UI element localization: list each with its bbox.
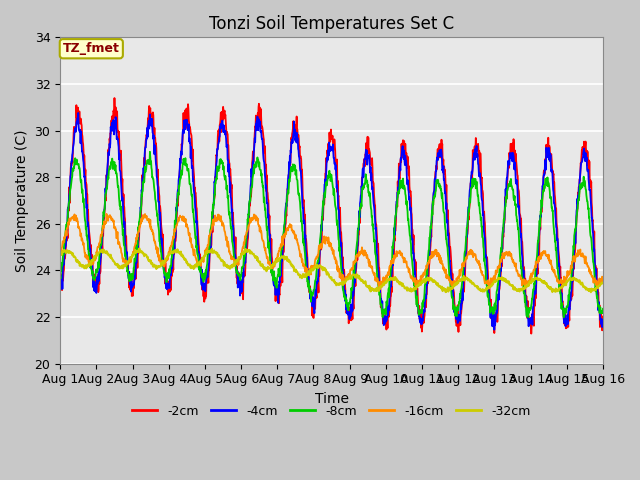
Title: Tonzi Soil Temperatures Set C: Tonzi Soil Temperatures Set C (209, 15, 454, 33)
Y-axis label: Soil Temperature (C): Soil Temperature (C) (15, 129, 29, 272)
X-axis label: Time: Time (314, 392, 349, 406)
Text: TZ_fmet: TZ_fmet (63, 42, 120, 55)
Legend: -2cm, -4cm, -8cm, -16cm, -32cm: -2cm, -4cm, -8cm, -16cm, -32cm (127, 400, 536, 423)
